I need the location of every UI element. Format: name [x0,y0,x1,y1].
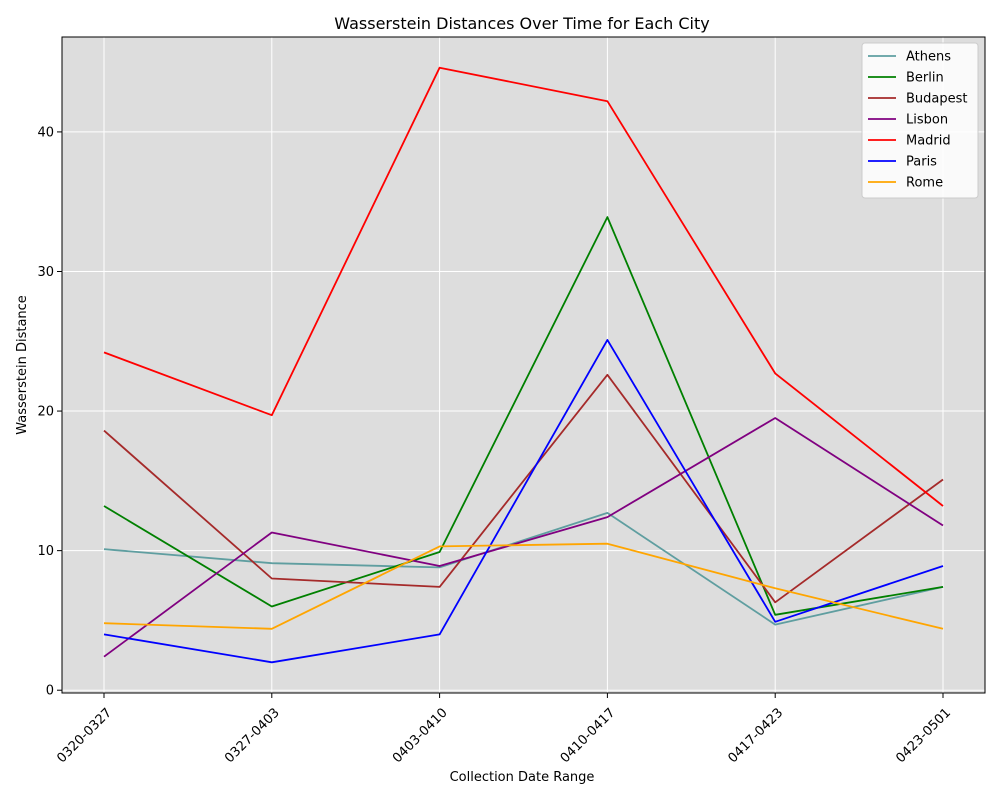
y-tick-label: 30 [37,265,54,280]
series-line-paris [103,338,944,664]
y-tick-label: 20 [37,405,54,420]
legend-label-rome: Rome [906,176,943,191]
axes [61,36,986,694]
legend-label-madrid: Madrid [906,134,951,149]
x-tick-label: 0403-0410 [390,705,451,766]
x-axis-title: Collection Date Range [450,770,595,785]
legend-box [861,42,979,199]
chart-title: Wasserstein Distances Over Time for Each… [334,14,709,33]
x-tick-label: 0320-0327 [54,705,115,766]
series-lines [103,66,944,664]
x-tick-label: 0423-0501 [893,705,954,766]
x-axis-ticks: 0320-0327 0327-0403 0403-0410 0410-0417 0417… [54,693,954,766]
series-line-madrid [103,66,944,507]
legend-label-berlin: Berlin [906,71,944,86]
plot-area [62,37,985,693]
x-tick-label: 0327-0403 [222,705,283,766]
legend: Athens Berlin Budapest Lisbon Madrid Paris Rom… [861,42,979,199]
axes-frame [61,36,986,694]
legend-label-lisbon: Lisbon [906,113,948,128]
x-tick-label: 0417-0423 [726,705,787,766]
legend-label-athens: Athens [906,50,951,65]
series-line-rome [103,542,944,630]
y-tick-label: 10 [37,544,54,559]
y-axis-title: Wasserstein Distance [15,295,30,435]
x-tick-label: 0410-0417 [558,705,619,766]
series-line-lisbon [103,417,944,658]
y-tick-label: 0 [46,684,54,699]
legend-label-paris: Paris [906,155,937,170]
legend-label-budapest: Budapest [906,92,968,107]
series-line-athens [103,512,944,626]
y-tick-label: 40 [37,125,54,140]
y-axis-ticks: 0 10 20 30 40 [37,125,62,699]
series-line-berlin [103,216,944,616]
